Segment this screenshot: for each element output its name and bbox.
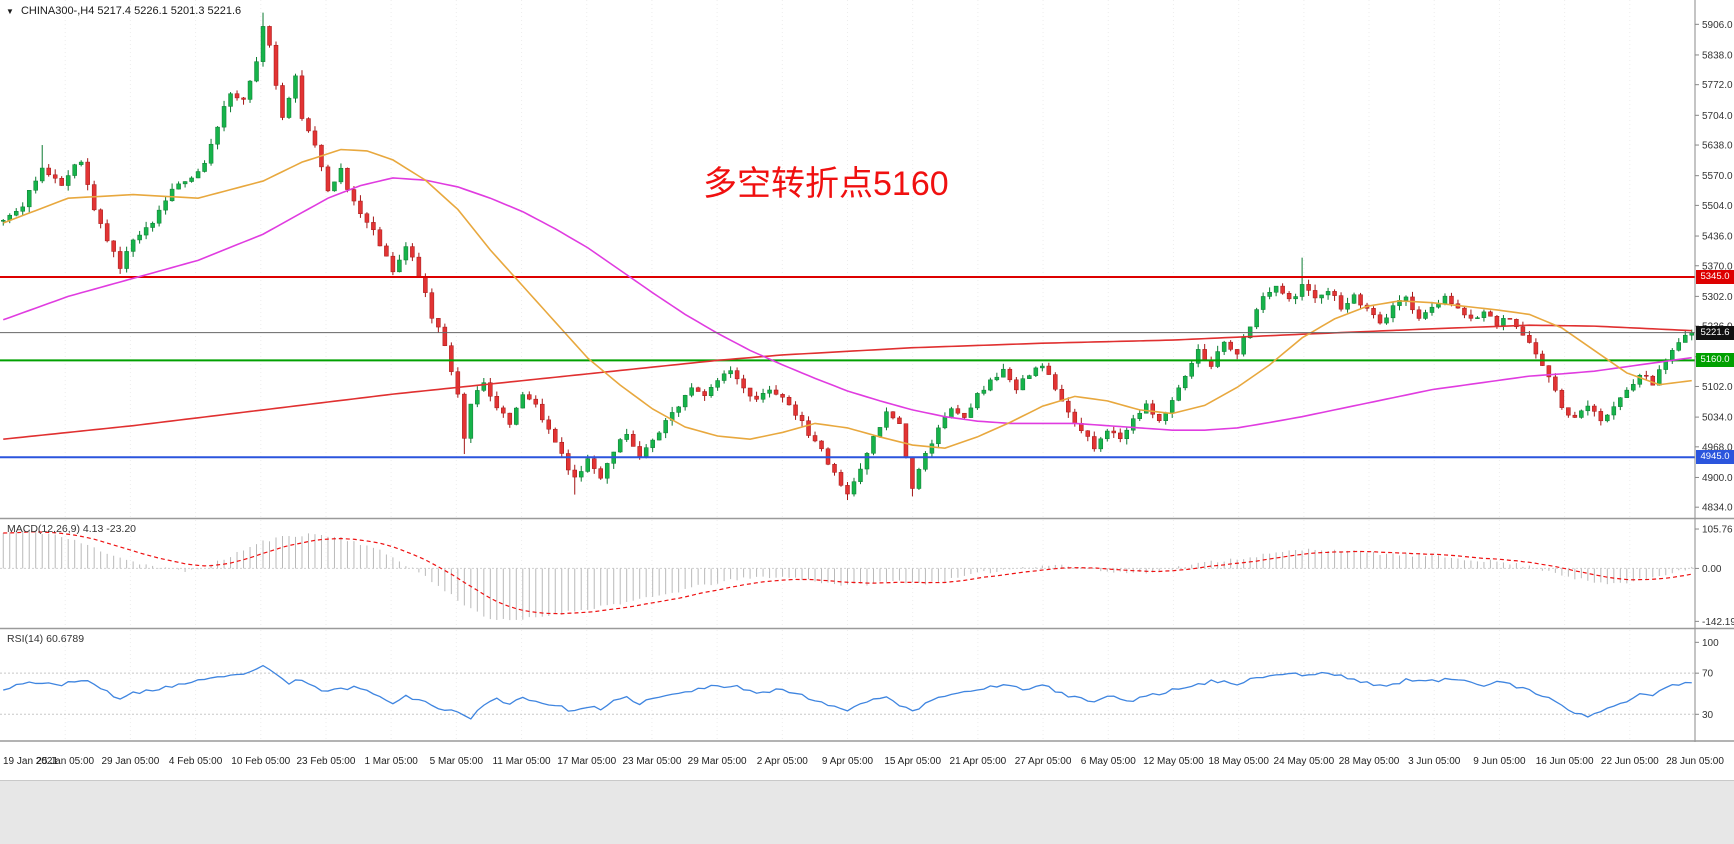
time-axis-label: 25 Jan 05:00 xyxy=(36,756,95,767)
macd-axis: 105.76 0.00 -142.19 xyxy=(1694,520,1734,630)
ma-mid-line xyxy=(2,177,1692,431)
time-axis-label: 22 Jun 05:00 xyxy=(1600,756,1659,767)
macd-signal-line xyxy=(3,531,1692,615)
grid-layer xyxy=(0,630,1696,740)
svg-text:5034.0: 5034.0 xyxy=(1702,413,1733,424)
svg-text:5302.0: 5302.0 xyxy=(1702,292,1733,303)
svg-text:4900.0: 4900.0 xyxy=(1702,473,1733,484)
svg-text:100: 100 xyxy=(1702,638,1719,649)
svg-text:0.00: 0.00 xyxy=(1702,564,1722,575)
time-axis-label: 29 Jan 05:00 xyxy=(101,756,160,767)
time-axis-label: 16 Jun 05:00 xyxy=(1535,756,1594,767)
time-axis-label: 24 May 05:00 xyxy=(1273,756,1335,767)
svg-text:5370.0: 5370.0 xyxy=(1702,261,1733,272)
svg-text:5436.0: 5436.0 xyxy=(1702,232,1733,243)
time-axis-label: 17 Mar 05:00 xyxy=(557,756,617,767)
annotation-text: 多空转折点5160 xyxy=(703,165,949,203)
time-axis-label: 15 Apr 05:00 xyxy=(884,756,942,767)
chart-dropdown-icon[interactable]: ▼ xyxy=(6,7,14,16)
svg-text:5504.0: 5504.0 xyxy=(1702,201,1733,212)
svg-text:5102.0: 5102.0 xyxy=(1702,382,1733,393)
symbol-header: ▼ CHINA300-,H4 5217.4 5226.1 5201.3 5221… xyxy=(6,5,241,17)
svg-text:105.76: 105.76 xyxy=(1702,525,1733,536)
rsi-axis: 100 70 30 xyxy=(1694,630,1719,742)
svg-text:5906.0: 5906.0 xyxy=(1702,20,1733,31)
macd-panel-canvas[interactable]: 105.76 0.00 -142.19 xyxy=(0,520,1734,630)
rsi-value: 60.6789 xyxy=(46,633,85,645)
time-axis-label: 27 Apr 05:00 xyxy=(1014,756,1072,767)
svg-text:5570.0: 5570.0 xyxy=(1702,171,1733,182)
time-axis-label: 18 May 05:00 xyxy=(1208,756,1269,767)
svg-text:30: 30 xyxy=(1702,710,1714,721)
svg-text:5838.0: 5838.0 xyxy=(1702,50,1733,61)
time-axis-label: 28 May 05:00 xyxy=(1338,756,1400,767)
grid-layer xyxy=(0,520,1696,628)
time-axis-label: 21 Apr 05:00 xyxy=(949,756,1007,767)
time-axis-label: 12 May 05:00 xyxy=(1143,756,1204,767)
svg-text:4968.0: 4968.0 xyxy=(1702,442,1733,453)
time-axis-label: 29 Mar 05:00 xyxy=(687,756,747,767)
time-axis-label: 4 Feb 05:00 xyxy=(168,756,223,767)
time-axis-label: 6 May 05:00 xyxy=(1080,756,1136,767)
rsi-name: RSI(14) xyxy=(7,633,44,645)
candles-layer xyxy=(0,12,1695,500)
time-axis[interactable]: 19 Jan 2021 25 Jan 05:00 29 Jan 05:00 4 Feb… xyxy=(0,742,1734,780)
svg-text:5638.0: 5638.0 xyxy=(1702,141,1733,152)
time-axis-label: 1 Mar 05:00 xyxy=(364,756,418,767)
lower-support-price-tag: 4945.0 xyxy=(1696,450,1734,465)
support-price-tag: 5160.0 xyxy=(1696,353,1734,368)
ma-fast-line xyxy=(2,148,1692,449)
bottom-spacer xyxy=(0,780,1734,844)
grid-layer xyxy=(64,0,1696,518)
price-chart-canvas[interactable]: 5906.0 5838.0 5772.0 5704.0 5638.0 5570.0 5504… xyxy=(0,0,1734,520)
time-axis-label: 5 Mar 05:00 xyxy=(429,756,484,767)
svg-text:5704.0: 5704.0 xyxy=(1702,111,1733,122)
time-axis-label: 3 Jun 05:00 xyxy=(1408,756,1461,767)
ohlc-readout: 5217.4 5226.1 5201.3 5221.6 xyxy=(97,5,242,17)
current-price-tag: 5221.6 xyxy=(1696,325,1734,340)
time-axis-label: 23 Feb 05:00 xyxy=(296,756,356,767)
svg-text:4834.0: 4834.0 xyxy=(1702,503,1733,514)
symbol-timeframe-label: CHINA300-,H4 xyxy=(20,5,95,17)
svg-text:-142.19: -142.19 xyxy=(1702,617,1734,628)
time-axis-label: 2 Apr 05:00 xyxy=(756,756,808,767)
macd-histogram xyxy=(2,529,1693,621)
svg-text:5772.0: 5772.0 xyxy=(1702,80,1733,91)
svg-text:70: 70 xyxy=(1702,669,1714,680)
time-axis-label: 28 Jun 05:00 xyxy=(1666,756,1724,767)
time-axis-label: 10 Feb 05:00 xyxy=(231,756,291,767)
time-axis-label: 9 Jun 05:00 xyxy=(1473,756,1526,767)
time-axis-label: 11 Mar 05:00 xyxy=(492,756,551,767)
resistance-price-tag: 5345.0 xyxy=(1696,270,1734,285)
price-axis: 5906.0 5838.0 5772.0 5704.0 5638.0 5570.0 5504… xyxy=(1694,0,1733,520)
macd-name: MACD(12,26,9) xyxy=(7,523,80,535)
macd-indicator-label: MACD(12,26,9) 4.13 -23.20 xyxy=(7,523,136,535)
rsi-panel-canvas[interactable]: 100 70 30 xyxy=(0,630,1734,742)
rsi-line xyxy=(3,664,1692,720)
time-axis-label: 23 Mar 05:00 xyxy=(622,756,682,767)
ma-slow-line xyxy=(3,324,1692,440)
time-axis-label: 19 Jan 2021 xyxy=(3,756,59,767)
rsi-indicator-label: RSI(14) 60.6789 xyxy=(7,633,84,645)
time-axis-label: 9 Apr 05:00 xyxy=(821,756,874,767)
macd-values: 4.13 -23.20 xyxy=(82,523,137,535)
